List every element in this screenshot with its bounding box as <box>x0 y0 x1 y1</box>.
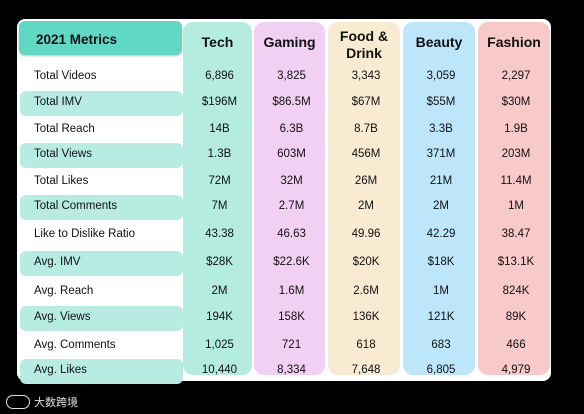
table-cell: 121K <box>427 311 455 323</box>
table-cell: 618 <box>356 339 376 351</box>
table-cell: 194K <box>206 311 233 323</box>
table-cell: 456M <box>351 148 381 160</box>
table-cell: 3,825 <box>277 70 306 82</box>
table-cell: 721 <box>281 339 302 351</box>
logo-icon <box>6 395 30 409</box>
table-cell: $20K <box>352 256 380 268</box>
table-cell: 46.63 <box>277 228 306 240</box>
table-cell: 2.7M <box>278 200 305 212</box>
column-bg-4 <box>478 22 550 375</box>
row-highlight <box>20 195 183 220</box>
table-cell: 3.3B <box>429 123 453 135</box>
table-cell: $22.6K <box>273 256 310 268</box>
table-cell: 8.7B <box>354 123 378 135</box>
row-label: Like to Dislike Ratio <box>34 228 135 240</box>
row-highlight <box>20 359 183 384</box>
row-highlight <box>20 306 183 331</box>
table-cell: $67M <box>351 96 381 108</box>
table-cell: 2M <box>211 285 228 297</box>
table-cell: 371M <box>426 148 456 160</box>
table-cell: $30M <box>501 96 531 108</box>
table-cell: 683 <box>431 339 451 351</box>
column-header: Tech <box>201 34 234 50</box>
row-label: Total Views <box>34 148 92 160</box>
table-cell: 2.6M <box>353 285 379 297</box>
table-cell: 6,896 <box>205 70 234 82</box>
table-cell: $86.5M <box>272 96 311 108</box>
row-label: Avg. Likes <box>34 364 87 376</box>
table-cell: 49.96 <box>351 228 381 240</box>
table-cell: 11.4M <box>500 175 532 187</box>
table-cell: 43.38 <box>205 228 234 240</box>
table-cell: $13.1K <box>497 256 535 268</box>
column-bg-3 <box>403 22 475 375</box>
table-cell: 1.6M <box>278 285 305 297</box>
row-label: Total IMV <box>34 96 82 108</box>
watermark: 大数跨境 <box>6 394 78 410</box>
row-label: Total Comments <box>34 200 118 212</box>
column-bg-2 <box>328 22 400 375</box>
table-cell: 2M <box>358 200 374 212</box>
column-header: Fashion <box>487 34 541 50</box>
table-cell: 14B <box>209 123 230 135</box>
column-header: Gaming <box>263 34 316 50</box>
table-cell: 38.47 <box>501 228 531 240</box>
table-cell: $28K <box>206 256 233 268</box>
corner-header <box>19 21 182 55</box>
row-highlight <box>20 143 183 168</box>
table-cell: 203M <box>501 148 531 160</box>
row-label: Avg. Comments <box>34 339 116 351</box>
table-cell: 1.9B <box>504 123 528 135</box>
row-label: Avg. Views <box>34 311 91 323</box>
table-cell: 8,334 <box>277 364 306 376</box>
table-cell: 1,025 <box>205 339 234 351</box>
table-cell: 6.3B <box>279 123 304 135</box>
table-cell: 2M <box>433 200 449 212</box>
column-header: Food & Drink <box>339 28 389 61</box>
table-cell: 1.3B <box>207 148 232 160</box>
row-label: Total Videos <box>34 70 97 82</box>
table-cell: 26M <box>354 175 378 187</box>
row-label: Total Likes <box>34 175 89 187</box>
table-cell: 10,440 <box>201 364 238 376</box>
table-cell: $196M <box>201 96 238 108</box>
table-cell: 136K <box>352 311 380 323</box>
table-cell: 3,059 <box>426 70 456 82</box>
table-cell: 1M <box>508 200 524 212</box>
table-cell: 42.29 <box>426 228 456 240</box>
row-label: Total Reach <box>34 123 95 135</box>
table-cell: 824K <box>502 285 530 297</box>
table-cell: 2,297 <box>501 70 531 82</box>
table-cell: 4,979 <box>501 364 531 376</box>
column-bg-1 <box>254 22 325 375</box>
column-bg-0 <box>183 22 252 375</box>
table-cell: 7,648 <box>351 364 381 376</box>
table-cell: 6,805 <box>426 364 456 376</box>
table-cell: 158K <box>278 311 305 323</box>
table-cell: 1M <box>433 285 449 297</box>
column-header: Beauty <box>415 34 463 50</box>
table-cell: $18K <box>427 256 455 268</box>
table-cell: $55M <box>426 96 456 108</box>
corner-label: 2021 Metrics <box>36 32 118 47</box>
row-label: Avg. Reach <box>34 285 94 297</box>
row-highlight <box>20 91 183 116</box>
table-cell: 3,343 <box>351 70 381 82</box>
table-cell: 466 <box>506 339 526 351</box>
table-cell: 72M <box>208 175 231 187</box>
table-cell: 21M <box>429 175 453 187</box>
row-highlight <box>20 251 183 276</box>
table-cell: 89K <box>505 311 527 323</box>
table-cell: 32M <box>280 175 303 187</box>
row-label: Avg. IMV <box>34 256 81 268</box>
table-cell: 7M <box>211 200 228 212</box>
table-cell: 603M <box>277 148 306 160</box>
watermark-text: 大数跨境 <box>34 397 78 409</box>
